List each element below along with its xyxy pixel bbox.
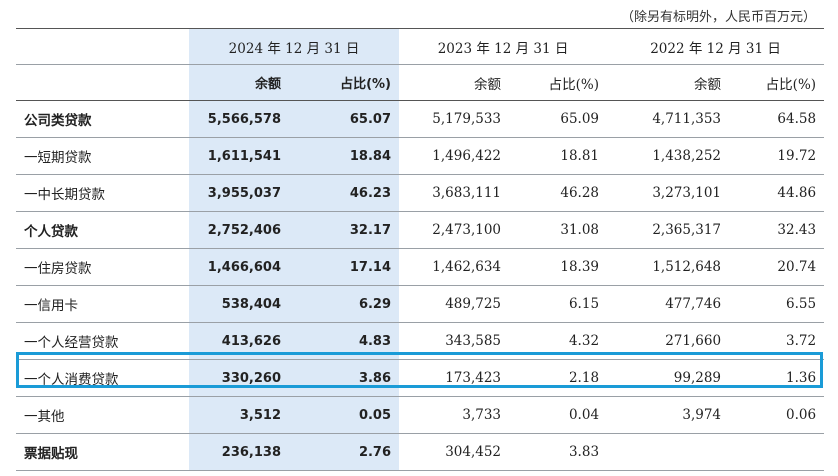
table-row: 个人贷款 2,752,406 32.17 2,473,100 31.08 2,365,31… (16, 211, 825, 249)
cell-ratio-2022: 6.55 (729, 285, 825, 323)
unit-note: （除另有标明外，人民币百万元） (620, 10, 816, 25)
row-label: 一个人经营贷款 (16, 322, 189, 360)
cell-ratio-2023: 6.15 (509, 285, 608, 323)
cell-amount-2022 (607, 433, 730, 471)
row-label: 一中长期贷款 (16, 174, 189, 212)
cell-ratio-2023: 4.32 (509, 322, 608, 360)
row-label: 一个人消费贷款 (16, 359, 189, 397)
row-label: 一其他 (16, 396, 189, 434)
cell-ratio-2023: 0.04 (509, 396, 608, 434)
cell-amount-2022: 3,273,101 (607, 174, 730, 212)
cell-ratio-2023: 3.83 (509, 433, 608, 471)
cell-amount-2022: 4,711,353 (607, 100, 730, 138)
table-row: 一个人经营贷款 413,626 4.83 343,585 4.32 271,660 3.72 (16, 322, 825, 360)
ratio-header-2022: 占比(%) (729, 64, 825, 101)
cell-amount-2023: 3,683,111 (399, 174, 510, 212)
cell-amount-2023: 1,496,422 (399, 137, 510, 175)
cell-amount-2022: 3,974 (607, 396, 730, 434)
year-2023-header: 2023 年 12 月 31 日 (399, 28, 608, 65)
row-label: 一信用卡 (16, 285, 189, 323)
cell-ratio-2022: 32.43 (729, 211, 825, 249)
cell-ratio-2024: 65.07 (289, 100, 400, 138)
cell-ratio-2022: 19.72 (729, 137, 825, 175)
cell-ratio-2023: 18.81 (509, 137, 608, 175)
sub-header-row: 余额 占比(%) 余额 占比(%) 余额 占比(%) (16, 64, 825, 101)
table-row: 一其他 3,512 0.05 3,733 0.04 3,974 0.06 (16, 396, 825, 434)
cell-ratio-2024: 32.17 (289, 211, 400, 249)
cell-ratio-2022: 64.58 (729, 100, 825, 138)
cell-amount-2022: 1,438,252 (607, 137, 730, 175)
row-label: 一住房贷款 (16, 248, 189, 286)
cell-ratio-2022: 44.86 (729, 174, 825, 212)
cell-ratio-2024: 18.84 (289, 137, 400, 175)
row-label: 公司类贷款 (16, 100, 189, 138)
cell-amount-2023: 3,733 (399, 396, 510, 434)
cell-amount-2023: 173,423 (399, 359, 510, 397)
cell-ratio-2022 (729, 433, 825, 471)
amount-header-2024: 余额 (189, 64, 289, 101)
cell-amount-2023: 1,462,634 (399, 248, 510, 286)
year-2022-header: 2022 年 12 月 31 日 (607, 28, 825, 65)
year-header-row: 2024 年 12 月 31 日 2023 年 12 月 31 日 2022 年… (16, 28, 825, 65)
cell-ratio-2022: 3.72 (729, 322, 825, 360)
cell-ratio-2024: 3.86 (289, 359, 400, 397)
cell-amount-2023: 304,452 (399, 433, 510, 471)
cell-amount-2024: 330,260 (189, 359, 289, 397)
ratio-header-2024: 占比(%) (289, 64, 400, 101)
table-row: 一住房贷款 1,466,604 17.14 1,462,634 18.39 1,512,6… (16, 248, 825, 286)
cell-amount-2024: 1,466,604 (189, 248, 289, 286)
cell-amount-2024: 2,752,406 (189, 211, 289, 249)
cell-amount-2024: 5,566,578 (189, 100, 289, 138)
cell-ratio-2024: 4.83 (289, 322, 400, 360)
year-2024-header: 2024 年 12 月 31 日 (189, 28, 400, 65)
table-row: 一短期贷款 1,611,541 18.84 1,496,422 18.81 1,438,2… (16, 137, 825, 175)
cell-ratio-2022: 1.36 (729, 359, 825, 397)
cell-amount-2024: 3,955,037 (189, 174, 289, 212)
cell-amount-2022: 271,660 (607, 322, 730, 360)
cell-ratio-2023: 18.39 (509, 248, 608, 286)
table-row: 一个人消费贷款 330,260 3.86 173,423 2.18 99,289 1.36 (16, 359, 825, 397)
cell-ratio-2024: 17.14 (289, 248, 400, 286)
cell-amount-2022: 1,512,648 (607, 248, 730, 286)
cell-amount-2024: 1,611,541 (189, 137, 289, 175)
cell-ratio-2024: 46.23 (289, 174, 400, 212)
cell-amount-2024: 236,138 (189, 433, 289, 471)
cell-ratio-2024: 0.05 (289, 396, 400, 434)
amount-header-2023: 余额 (399, 64, 510, 101)
ratio-header-2023: 占比(%) (509, 64, 608, 101)
corner-cell (16, 64, 189, 101)
table-row: 一信用卡 538,404 6.29 489,725 6.15 477,746 6.55 (16, 285, 825, 323)
cell-ratio-2023: 2.18 (509, 359, 608, 397)
cell-ratio-2024: 6.29 (289, 285, 400, 323)
row-label: 个人贷款 (16, 211, 189, 249)
cell-amount-2024: 538,404 (189, 285, 289, 323)
cell-amount-2023: 2,473,100 (399, 211, 510, 249)
cell-amount-2023: 343,585 (399, 322, 510, 360)
row-label: 一短期贷款 (16, 137, 189, 175)
cell-amount-2024: 3,512 (189, 396, 289, 434)
amount-header-2022: 余额 (607, 64, 730, 101)
corner-cell (16, 28, 189, 65)
cell-amount-2022: 99,289 (607, 359, 730, 397)
cell-ratio-2022: 20.74 (729, 248, 825, 286)
row-label: 票据贴现 (16, 433, 189, 471)
cell-ratio-2023: 46.28 (509, 174, 608, 212)
cell-ratio-2023: 31.08 (509, 211, 608, 249)
cell-ratio-2024: 2.76 (289, 433, 400, 471)
cell-ratio-2023: 65.09 (509, 100, 608, 138)
table-row: 公司类贷款 5,566,578 65.07 5,179,533 65.09 4,711,3… (16, 100, 825, 138)
loan-table: 2024 年 12 月 31 日 2023 年 12 月 31 日 2022 年… (16, 28, 825, 471)
cell-ratio-2022: 0.06 (729, 396, 825, 434)
cell-amount-2024: 413,626 (189, 322, 289, 360)
cell-amount-2022: 477,746 (607, 285, 730, 323)
cell-amount-2023: 489,725 (399, 285, 510, 323)
table-row: 一中长期贷款 3,955,037 46.23 3,683,111 46.28 3,273,… (16, 174, 825, 212)
cell-amount-2022: 2,365,317 (607, 211, 730, 249)
cell-amount-2023: 5,179,533 (399, 100, 510, 138)
table-row: 票据贴现 236,138 2.76 304,452 3.83 (16, 433, 825, 471)
